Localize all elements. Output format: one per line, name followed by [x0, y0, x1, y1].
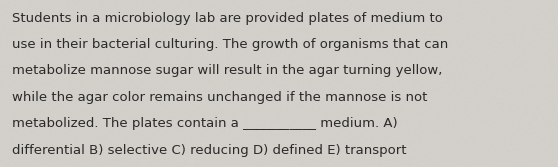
Text: while the agar color remains unchanged if the mannose is not: while the agar color remains unchanged i… [12, 91, 427, 104]
Text: use in their bacterial culturing. The growth of organisms that can: use in their bacterial culturing. The gr… [12, 38, 449, 51]
Text: Students in a microbiology lab are provided plates of medium to: Students in a microbiology lab are provi… [12, 12, 443, 25]
Text: metabolize mannose sugar will result in the agar turning yellow,: metabolize mannose sugar will result in … [12, 64, 442, 77]
Text: metabolized. The plates contain a ___________ medium. A): metabolized. The plates contain a ______… [12, 117, 398, 130]
Text: differential B) selective C) reducing D) defined E) transport: differential B) selective C) reducing D)… [12, 144, 407, 157]
